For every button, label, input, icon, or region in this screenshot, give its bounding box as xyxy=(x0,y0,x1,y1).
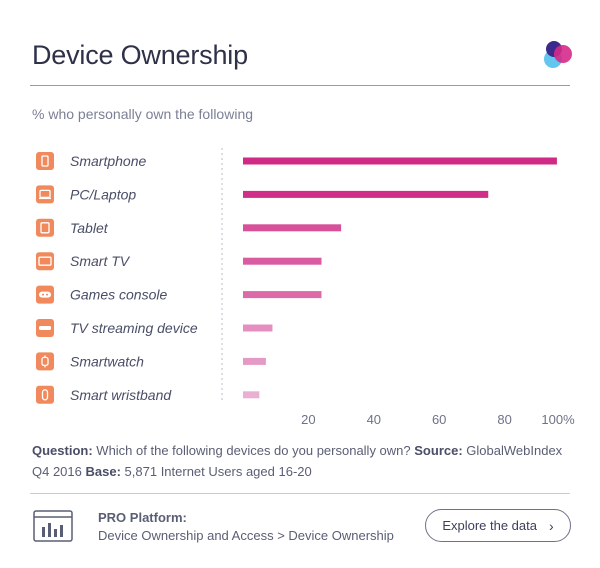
x-tick-label: 80 xyxy=(497,412,511,427)
x-tick-label: 40 xyxy=(367,412,381,427)
source-label: Source: xyxy=(414,443,463,458)
x-tick-label: 20 xyxy=(301,412,315,427)
bar xyxy=(243,391,260,399)
brand-logo xyxy=(544,41,572,68)
category-label: TV streaming device xyxy=(70,320,198,336)
laptop-icon xyxy=(36,185,54,204)
explore-data-button[interactable]: Explore the data › xyxy=(425,509,571,542)
explore-data-label: Explore the data xyxy=(442,518,537,533)
streaming-stick-icon xyxy=(36,319,54,337)
category-label: Smartphone xyxy=(70,153,146,169)
tv-icon xyxy=(36,252,54,271)
wristband-icon xyxy=(36,385,54,404)
title-divider xyxy=(30,85,570,86)
question-label: Question: xyxy=(32,443,93,458)
pro-platform-icon xyxy=(33,510,73,542)
category-label: Games console xyxy=(70,287,167,303)
bar-chart: Smartphone PC/Laptop Tablet Smart TV Games c… xyxy=(36,148,575,427)
x-tick-label: 60 xyxy=(432,412,446,427)
gamepad-icon xyxy=(36,285,54,304)
question-text: Which of the following devices do you pe… xyxy=(96,443,411,458)
bar xyxy=(243,257,322,265)
bar xyxy=(243,157,557,165)
footer-divider xyxy=(30,493,570,494)
category-label: Tablet xyxy=(70,220,109,236)
bar xyxy=(243,291,322,299)
x-tick-label: 100% xyxy=(541,412,575,427)
base-label: Base: xyxy=(85,464,121,479)
category-label: PC/Laptop xyxy=(70,186,136,202)
source-text: GlobalWebIndex Q4 2016 xyxy=(32,443,563,479)
smartwatch-icon xyxy=(36,352,54,371)
page-title: Device Ownership xyxy=(32,40,248,70)
pro-platform-path[interactable]: Device Ownership and Access > Device Own… xyxy=(98,528,394,543)
smartphone-icon xyxy=(36,152,54,170)
category-label: Smart wristband xyxy=(70,387,172,403)
category-label: Smartwatch xyxy=(70,353,144,369)
bar xyxy=(243,357,266,365)
base-text: 5,871 Internet Users aged 16-20 xyxy=(124,464,312,479)
bar xyxy=(243,324,273,332)
pro-platform-label: PRO Platform: xyxy=(98,510,187,525)
footnote: Question: Which of the following devices… xyxy=(32,440,572,482)
chart-subtitle: % who personally own the following xyxy=(32,106,254,122)
bar xyxy=(243,224,342,232)
bar xyxy=(243,190,489,198)
chevron-right-icon: › xyxy=(549,517,554,534)
tablet-icon xyxy=(36,218,54,237)
category-label: Smart TV xyxy=(70,253,131,269)
